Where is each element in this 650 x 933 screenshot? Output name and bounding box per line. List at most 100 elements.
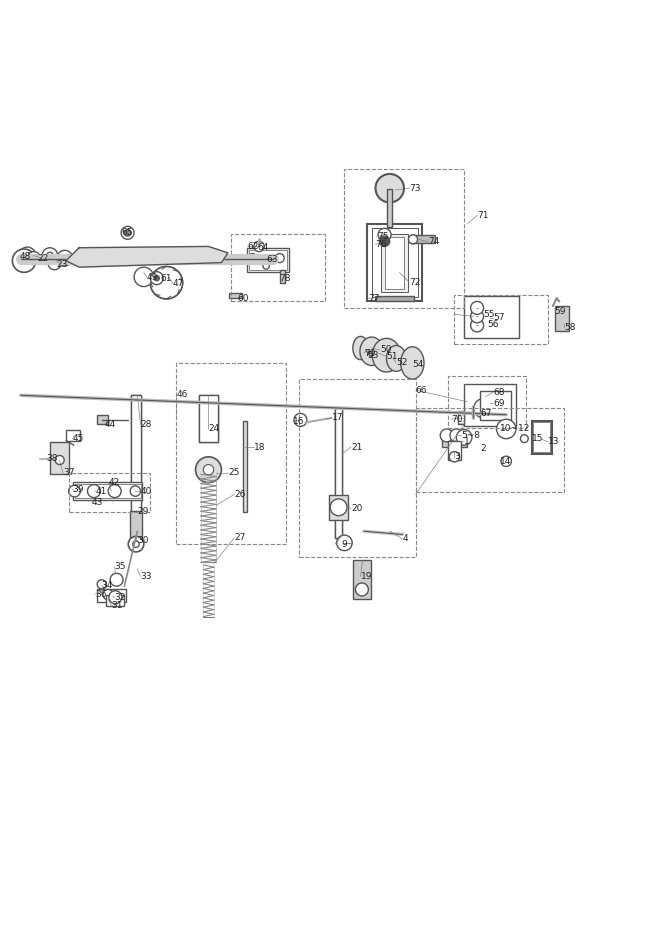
Text: 35: 35 bbox=[114, 563, 126, 571]
Text: 13: 13 bbox=[549, 438, 560, 446]
Text: 44: 44 bbox=[105, 420, 116, 429]
Circle shape bbox=[55, 455, 64, 465]
Bar bbox=[464, 297, 519, 339]
Circle shape bbox=[133, 541, 139, 548]
Bar bbox=[376, 296, 414, 300]
Bar bbox=[249, 250, 287, 271]
Text: 63: 63 bbox=[266, 255, 278, 264]
Circle shape bbox=[356, 583, 369, 596]
Bar bbox=[329, 495, 348, 520]
Text: 24: 24 bbox=[209, 425, 220, 434]
Text: 69: 69 bbox=[493, 398, 505, 408]
Text: 36: 36 bbox=[96, 590, 107, 598]
Text: 49: 49 bbox=[147, 273, 159, 282]
Circle shape bbox=[103, 590, 113, 600]
Text: 9: 9 bbox=[341, 539, 347, 549]
Text: 33: 33 bbox=[140, 572, 152, 581]
Circle shape bbox=[483, 400, 491, 408]
Bar bbox=[454, 295, 549, 343]
Circle shape bbox=[471, 319, 484, 332]
Bar bbox=[367, 224, 422, 301]
Circle shape bbox=[87, 252, 98, 262]
Circle shape bbox=[57, 250, 73, 266]
Bar bbox=[464, 383, 516, 425]
Circle shape bbox=[23, 252, 31, 259]
Circle shape bbox=[450, 429, 463, 442]
Text: 22: 22 bbox=[37, 254, 48, 262]
Text: 65: 65 bbox=[121, 228, 133, 237]
Bar bbox=[448, 440, 461, 460]
Text: 29: 29 bbox=[137, 508, 149, 516]
Bar bbox=[441, 436, 467, 447]
Text: 54: 54 bbox=[412, 360, 424, 369]
Text: 2: 2 bbox=[480, 444, 486, 453]
Text: 61: 61 bbox=[160, 274, 172, 284]
Bar bbox=[554, 306, 569, 330]
Text: 57: 57 bbox=[493, 313, 505, 322]
Text: 55: 55 bbox=[484, 310, 495, 319]
Text: 20: 20 bbox=[351, 504, 362, 513]
Text: 47: 47 bbox=[173, 279, 185, 288]
Text: 28: 28 bbox=[140, 420, 152, 429]
Bar bbox=[382, 233, 408, 292]
Bar bbox=[50, 442, 70, 474]
Bar bbox=[106, 594, 124, 606]
Bar bbox=[199, 396, 218, 442]
Text: 30: 30 bbox=[137, 536, 149, 546]
Circle shape bbox=[48, 257, 61, 270]
Bar bbox=[534, 423, 551, 453]
Circle shape bbox=[449, 452, 460, 462]
Text: 73: 73 bbox=[409, 184, 421, 193]
Text: 32: 32 bbox=[114, 593, 126, 603]
Text: 18: 18 bbox=[254, 442, 265, 452]
Circle shape bbox=[474, 398, 493, 418]
Circle shape bbox=[254, 242, 264, 252]
Ellipse shape bbox=[372, 339, 400, 372]
Text: 71: 71 bbox=[477, 211, 489, 220]
Bar bbox=[176, 363, 286, 544]
Text: 56: 56 bbox=[487, 320, 499, 328]
Bar bbox=[532, 421, 552, 453]
Text: 53: 53 bbox=[367, 351, 378, 360]
Bar bbox=[70, 473, 150, 512]
Bar bbox=[73, 482, 142, 500]
Text: 45: 45 bbox=[73, 434, 84, 443]
Circle shape bbox=[154, 275, 159, 281]
Text: 79: 79 bbox=[364, 349, 375, 357]
Circle shape bbox=[62, 255, 68, 261]
Circle shape bbox=[124, 230, 131, 236]
Text: 21: 21 bbox=[351, 442, 362, 452]
Bar bbox=[75, 484, 140, 498]
Circle shape bbox=[109, 591, 122, 604]
Circle shape bbox=[471, 310, 484, 323]
Bar bbox=[410, 235, 435, 244]
Bar bbox=[243, 421, 247, 512]
Circle shape bbox=[128, 536, 144, 552]
Text: 27: 27 bbox=[235, 533, 246, 542]
Circle shape bbox=[497, 419, 516, 439]
Circle shape bbox=[203, 252, 214, 262]
Text: 15: 15 bbox=[532, 434, 543, 443]
Circle shape bbox=[486, 404, 494, 412]
Bar bbox=[248, 248, 289, 272]
Circle shape bbox=[456, 429, 472, 445]
Circle shape bbox=[263, 262, 269, 269]
Circle shape bbox=[196, 457, 222, 482]
Text: 51: 51 bbox=[387, 352, 398, 361]
Text: 37: 37 bbox=[63, 468, 74, 478]
Text: 39: 39 bbox=[73, 484, 84, 494]
Circle shape bbox=[98, 579, 106, 589]
Circle shape bbox=[521, 435, 528, 442]
Text: 70: 70 bbox=[451, 415, 463, 424]
Text: 66: 66 bbox=[415, 385, 427, 395]
Circle shape bbox=[330, 499, 347, 516]
Circle shape bbox=[440, 429, 453, 442]
Circle shape bbox=[380, 236, 390, 246]
Bar bbox=[464, 297, 519, 339]
Bar bbox=[299, 379, 415, 557]
Circle shape bbox=[130, 486, 140, 496]
Bar bbox=[98, 415, 107, 425]
Circle shape bbox=[134, 267, 153, 286]
Bar bbox=[66, 430, 81, 440]
Text: 68: 68 bbox=[493, 387, 505, 397]
